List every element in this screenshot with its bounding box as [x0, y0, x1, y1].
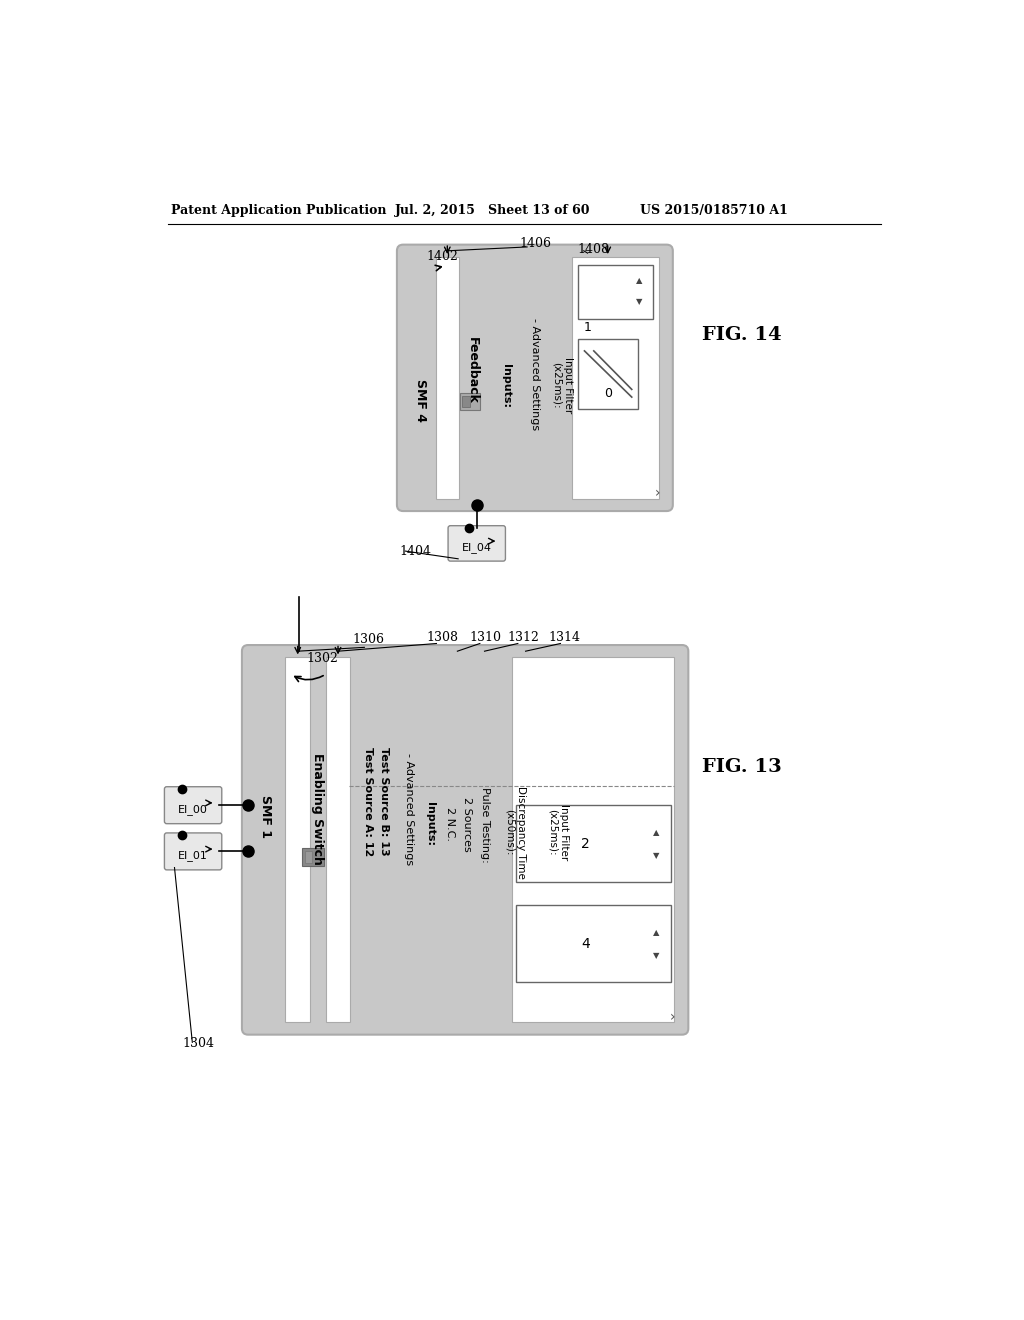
Text: 1304: 1304 [182, 1038, 214, 1051]
Text: 0: 0 [604, 387, 612, 400]
Text: 2 Sources: 2 Sources [462, 797, 472, 851]
Text: 1302: 1302 [306, 652, 338, 665]
Text: 1308: 1308 [426, 631, 459, 644]
Bar [286, 657, 310, 1022]
Text: EI_00: EI_00 [178, 804, 208, 816]
Bar [579, 339, 638, 409]
Text: 1408: 1408 [578, 243, 609, 256]
Text: EI_01: EI_01 [178, 850, 208, 862]
Bar [302, 847, 324, 866]
Text: Feedback: Feedback [466, 337, 479, 404]
FancyBboxPatch shape [397, 244, 673, 511]
Text: 1406: 1406 [519, 236, 551, 249]
Text: Input Filter
(x25ms):: Input Filter (x25ms): [551, 358, 572, 413]
Text: EI_04: EI_04 [462, 543, 492, 553]
Text: ▲: ▲ [636, 276, 642, 285]
Text: ›: › [670, 1010, 676, 1024]
Text: 1306: 1306 [352, 634, 385, 647]
FancyBboxPatch shape [449, 525, 506, 561]
Text: Discrepancy Time
(x50ms):: Discrepancy Time (x50ms): [505, 785, 526, 879]
Text: Pulse Testing:: Pulse Testing: [479, 787, 489, 862]
Bar [460, 393, 480, 411]
Text: 2 N.C.: 2 N.C. [444, 808, 455, 841]
Bar [462, 396, 470, 407]
Text: 1310: 1310 [469, 631, 501, 644]
Text: 1: 1 [584, 321, 592, 334]
Text: Jul. 2, 2015   Sheet 13 of 60: Jul. 2, 2015 Sheet 13 of 60 [395, 205, 591, 218]
Text: ›: › [654, 486, 660, 500]
Text: SMF 4: SMF 4 [414, 379, 427, 422]
Bar [305, 850, 312, 863]
Text: FIG. 13: FIG. 13 [701, 758, 781, 776]
FancyBboxPatch shape [242, 645, 688, 1035]
Text: US 2015/0185710 A1: US 2015/0185710 A1 [640, 205, 787, 218]
Text: Enabling Switch: Enabling Switch [311, 754, 325, 865]
Bar [326, 657, 350, 1022]
Text: SMF 1: SMF 1 [259, 795, 271, 838]
Text: 1402: 1402 [426, 251, 459, 264]
Text: 1314: 1314 [549, 631, 581, 644]
Text: 4: 4 [581, 937, 590, 950]
Text: ▼: ▼ [653, 950, 659, 960]
Text: Inputs:: Inputs: [501, 363, 511, 408]
FancyBboxPatch shape [165, 787, 222, 824]
Text: Patent Application Publication: Patent Application Publication [171, 205, 386, 218]
Text: Inputs:: Inputs: [425, 803, 435, 846]
FancyBboxPatch shape [165, 833, 222, 870]
Bar [515, 805, 671, 882]
Text: - Advanced Settings: - Advanced Settings [403, 752, 414, 865]
Text: Test Source A: 12: Test Source A: 12 [364, 747, 374, 855]
Text: 1404: 1404 [399, 545, 431, 557]
Text: FIG. 14: FIG. 14 [701, 326, 781, 345]
Text: 2: 2 [581, 837, 590, 850]
Text: ▼: ▼ [653, 851, 659, 859]
Text: ▼: ▼ [636, 297, 642, 306]
Bar [579, 264, 652, 318]
Text: ▲: ▲ [653, 928, 659, 937]
Bar [435, 257, 459, 499]
Text: 1312: 1312 [508, 631, 540, 644]
Text: ▲: ▲ [653, 828, 659, 837]
Text: Test Source B: 13: Test Source B: 13 [379, 747, 389, 855]
Bar [515, 906, 671, 982]
Text: Input Filter
(x25ms):: Input Filter (x25ms): [547, 804, 569, 861]
Text: - Advanced Settings: - Advanced Settings [529, 318, 540, 430]
Bar [572, 257, 658, 499]
Bar [512, 657, 675, 1022]
